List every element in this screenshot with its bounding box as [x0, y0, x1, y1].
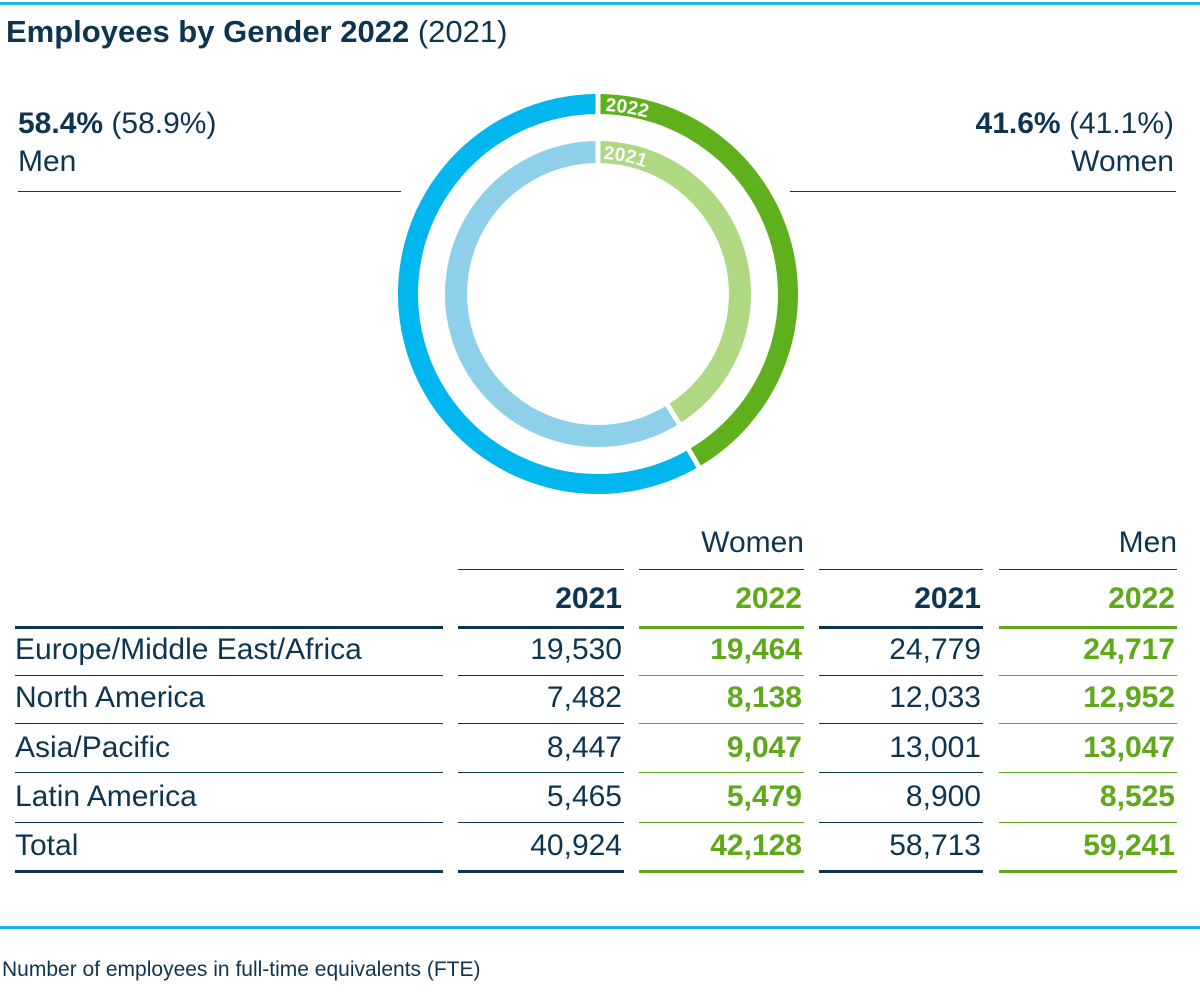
gender-donut-chart: 2022 2021	[398, 93, 798, 494]
table-cell: 12,033	[889, 681, 981, 714]
row-separator	[999, 822, 1177, 823]
row-separator	[15, 675, 443, 676]
table-cell: 24,779	[889, 633, 981, 666]
table-cell: 9,047	[726, 731, 802, 764]
table-cell: 7,482	[546, 681, 622, 714]
column-header-rule	[639, 569, 804, 570]
women-divider	[790, 191, 1176, 192]
table-cell: 40,924	[530, 829, 622, 862]
ring-2022-women-slice	[597, 94, 798, 467]
table-cell: 8,138	[726, 681, 802, 714]
title-prior-year: (2021)	[417, 14, 508, 49]
ring-2022-year-label: 2022	[605, 95, 651, 122]
year-header-2022: 2022	[1108, 582, 1175, 615]
row-separator	[819, 772, 983, 773]
page-title: Employees by Gender 2022 (2021)	[6, 14, 507, 50]
column-top-rule	[639, 626, 804, 629]
ring-2021-men-slice	[445, 141, 680, 447]
table-cell: 13,001	[889, 731, 981, 764]
row-separator	[999, 772, 1177, 773]
ring-2021-year-label: 2021	[603, 143, 650, 172]
title-main: Employees by Gender 2022	[6, 14, 410, 49]
row-separator	[999, 675, 1177, 676]
column-header-rule	[458, 569, 624, 570]
men-label: Men	[18, 145, 77, 178]
table-cell: 12,952	[1083, 681, 1175, 714]
row-label: North America	[15, 681, 206, 714]
row-separator	[458, 675, 624, 676]
ring-2022-separator	[685, 447, 702, 469]
ring-2021-women-slice	[597, 141, 751, 424]
table-cell: 13,047	[1083, 731, 1175, 764]
ring-2021-separator	[664, 402, 682, 426]
row-separator	[819, 822, 983, 823]
women-label: Women	[1071, 145, 1174, 178]
table-cell: 59,241	[1083, 829, 1175, 862]
table-cell: 5,479	[726, 780, 802, 813]
label-top-rule	[15, 626, 443, 629]
table-cell: 19,464	[710, 633, 802, 666]
table-cell: 24,717	[1083, 633, 1175, 666]
women-pct-2022: 41.6%	[975, 107, 1061, 140]
men-share: 58.4% (58.9%) Men	[18, 105, 216, 181]
men-divider	[18, 191, 401, 192]
row-label: Europe/Middle East/Africa	[15, 633, 362, 666]
row-separator	[458, 772, 624, 773]
footnote: Number of employees in full-time equival…	[2, 958, 481, 981]
label-bottom-rule	[15, 870, 443, 873]
column-header-rule	[999, 569, 1177, 570]
top-rule	[0, 2, 1200, 5]
row-separator	[639, 772, 804, 773]
group-header-women: Women	[701, 526, 804, 559]
row-label: Asia/Pacific	[15, 731, 171, 764]
column-top-rule	[999, 626, 1177, 629]
column-bottom-rule	[458, 870, 624, 873]
row-separator	[999, 723, 1177, 724]
year-header-2021: 2021	[555, 582, 622, 615]
row-label: Total	[15, 829, 79, 862]
table-cell: 8,525	[1099, 780, 1175, 813]
column-bottom-rule	[639, 870, 804, 873]
table-cell: 19,530	[530, 633, 622, 666]
table-cell: 8,900	[905, 780, 981, 813]
men-pct-2021: (58.9%)	[111, 107, 217, 140]
row-separator	[15, 772, 443, 773]
group-header-men: Men	[1118, 526, 1177, 559]
table-cell: 5,465	[546, 780, 622, 813]
ring-2022-men-slice	[398, 94, 699, 494]
bottom-rule	[0, 926, 1200, 929]
row-separator	[458, 723, 624, 724]
column-bottom-rule	[819, 870, 983, 873]
row-label: Latin America	[15, 780, 197, 813]
row-separator	[639, 675, 804, 676]
column-bottom-rule	[999, 870, 1177, 873]
row-separator	[15, 723, 443, 724]
women-pct-2021: (41.1%)	[1068, 107, 1174, 140]
men-pct-2022: 58.4%	[18, 107, 104, 140]
row-separator	[15, 822, 443, 823]
year-header-2021: 2021	[914, 582, 981, 615]
row-separator	[819, 723, 983, 724]
column-top-rule	[819, 626, 983, 629]
column-top-rule	[458, 626, 624, 629]
row-separator	[458, 822, 624, 823]
table-cell: 8,447	[546, 731, 622, 764]
row-separator	[819, 675, 983, 676]
table-cell: 42,128	[710, 829, 802, 862]
column-header-rule	[819, 569, 983, 570]
row-separator	[639, 822, 804, 823]
year-header-2022: 2022	[735, 582, 802, 615]
row-separator	[639, 723, 804, 724]
table-cell: 58,713	[889, 829, 981, 862]
women-share: 41.6% (41.1%) Women	[976, 105, 1174, 181]
